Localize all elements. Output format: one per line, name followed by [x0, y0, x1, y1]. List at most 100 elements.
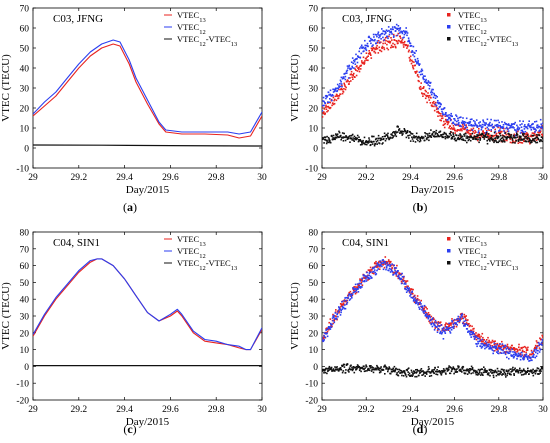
scatter-point	[379, 367, 382, 370]
scatter-point	[455, 115, 458, 118]
scatter-point	[386, 47, 388, 50]
scatter-point	[529, 353, 532, 356]
scatter-point	[506, 343, 509, 346]
scatter-point	[346, 136, 349, 139]
scatter-point	[503, 141, 506, 143]
scatter-point	[473, 124, 475, 127]
scatter-point	[512, 366, 514, 369]
scatter-point	[442, 326, 445, 329]
scatter-point	[377, 52, 380, 54]
scatter-point	[413, 370, 416, 373]
scatter-point	[467, 136, 469, 138]
scatter-point	[381, 45, 384, 48]
scatter-point	[409, 42, 412, 45]
scatter-point	[365, 364, 367, 366]
scatter-point	[384, 263, 387, 265]
scatter-point	[347, 67, 349, 69]
scatter-point	[336, 90, 339, 92]
scatter-point	[446, 323, 448, 325]
scatter-point	[536, 352, 539, 355]
scatter-point	[466, 131, 469, 134]
scatter-point	[371, 143, 374, 145]
scatter-point	[423, 78, 425, 81]
scatter-point	[478, 128, 480, 130]
scatter-point	[365, 48, 367, 50]
scatter-point	[397, 275, 400, 278]
scatter-point	[462, 317, 465, 320]
scatter-point	[407, 290, 409, 292]
scatter-point	[354, 58, 357, 60]
scatter-point	[422, 370, 424, 372]
scatter-point	[427, 368, 430, 371]
scatter-point	[437, 322, 440, 324]
scatter-point	[494, 128, 496, 131]
scatter-point	[348, 293, 350, 295]
scatter-point	[385, 40, 387, 42]
scatter-point	[474, 121, 476, 123]
scatter-point	[522, 120, 524, 123]
scatter-point	[327, 327, 329, 330]
series-line-2	[33, 144, 262, 147]
scatter-point	[505, 348, 508, 350]
scatter-point	[412, 372, 414, 375]
scatter-point	[483, 369, 486, 371]
scatter-point	[471, 118, 473, 120]
scatter-point	[469, 331, 471, 333]
scatter-point	[538, 134, 541, 137]
scatter-point	[537, 367, 540, 370]
scatter-point	[483, 135, 486, 138]
scatter-point	[365, 280, 368, 282]
scatter-point	[452, 128, 454, 131]
scatter-point	[446, 326, 449, 328]
scatter-point	[426, 133, 429, 135]
scatter-point	[511, 141, 513, 144]
scatter-point	[541, 336, 543, 338]
scatter-point	[411, 59, 413, 62]
scatter-point	[334, 315, 336, 317]
scatter-point	[419, 140, 422, 142]
scatter-point	[381, 265, 383, 268]
scatter-point	[439, 130, 442, 133]
scatter-point	[496, 137, 499, 140]
scatter-point	[359, 287, 362, 289]
scatter-point	[399, 35, 401, 38]
scatter-point	[427, 84, 429, 86]
scatter-point	[536, 349, 538, 352]
scatter-point	[436, 331, 439, 333]
scatter-point	[436, 326, 438, 328]
scatter-point	[525, 353, 528, 355]
scatter-point	[512, 141, 514, 144]
scatter-point	[540, 341, 543, 344]
scatter-point	[527, 355, 530, 358]
scatter-point	[340, 76, 343, 79]
scatter-point	[486, 341, 489, 344]
scatter-point	[411, 371, 413, 373]
scatter-point	[447, 323, 449, 325]
scatter-point	[523, 358, 525, 360]
scatter-point	[339, 93, 342, 95]
scatter-point	[468, 372, 470, 374]
scatter-point	[496, 342, 499, 345]
scatter-point	[328, 328, 330, 331]
legend-entry: VTEC12	[177, 22, 206, 36]
scatter-point	[413, 298, 415, 301]
scatter-point	[541, 140, 543, 143]
scatter-point	[526, 132, 528, 134]
scatter-point	[473, 136, 475, 139]
y-tick-label: 0	[24, 363, 29, 373]
scatter-point	[530, 129, 533, 131]
scatter-point	[387, 259, 390, 261]
scatter-point	[535, 136, 538, 138]
scatter-point	[432, 322, 435, 324]
scatter-point	[395, 27, 397, 30]
scatter-point	[519, 132, 522, 134]
scatter-point	[491, 123, 493, 126]
scatter-point	[428, 87, 431, 90]
scatter-point	[371, 48, 374, 50]
scatter-point	[416, 138, 418, 140]
scatter-point	[343, 132, 345, 135]
scatter-point	[454, 368, 456, 371]
scatter-point	[438, 325, 441, 327]
scatter-point	[454, 371, 457, 373]
scatter-point	[385, 268, 387, 271]
